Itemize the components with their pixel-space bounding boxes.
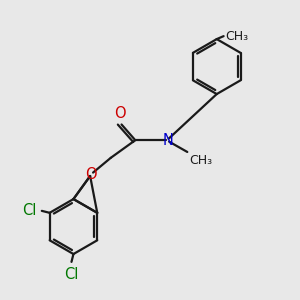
Text: CH₃: CH₃ — [226, 30, 249, 43]
Text: N: N — [162, 133, 173, 148]
Text: CH₃: CH₃ — [189, 154, 212, 167]
Text: O: O — [85, 167, 97, 182]
Text: Cl: Cl — [64, 267, 79, 282]
Text: O: O — [114, 106, 125, 121]
Text: Cl: Cl — [22, 203, 37, 218]
